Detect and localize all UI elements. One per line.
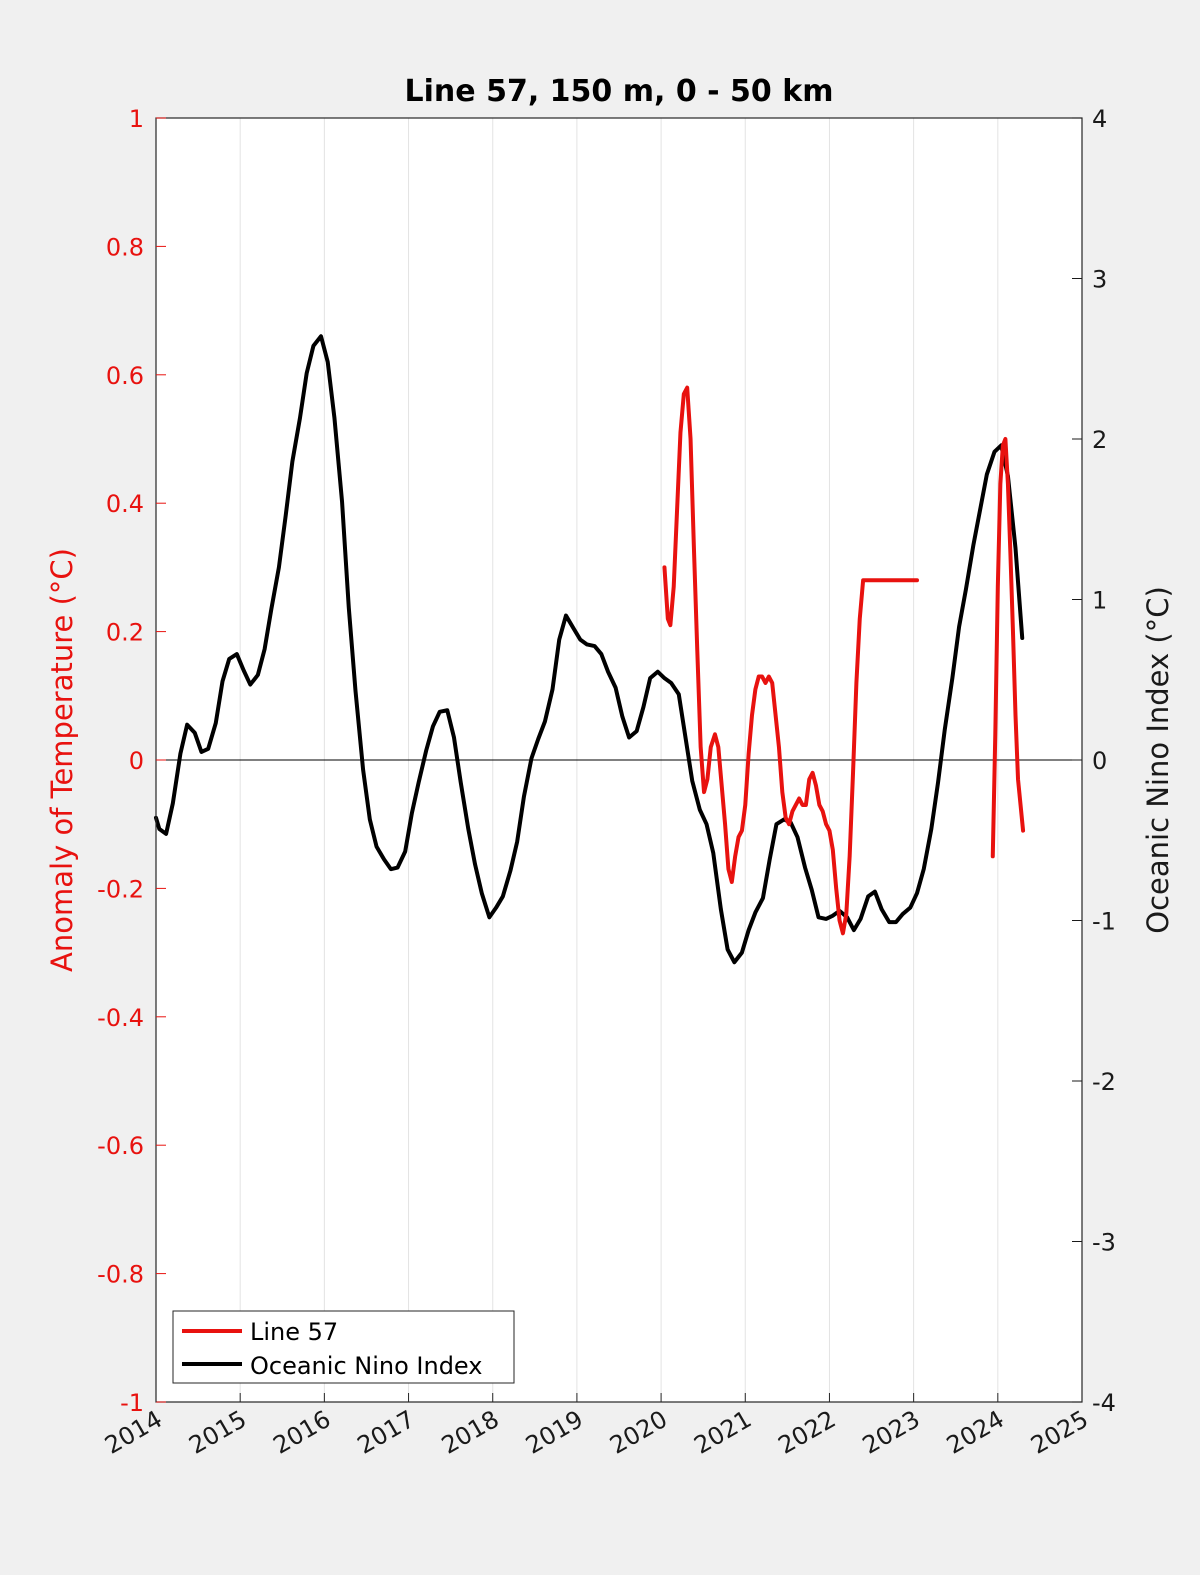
left-tick-label: -0.2 xyxy=(97,875,144,903)
left-tick-label: -0.8 xyxy=(97,1261,144,1289)
left-tick-label: 1 xyxy=(129,105,144,133)
right-y-axis: 4 3 2 1 0 -1 -2 -3 -4 xyxy=(1072,105,1116,1417)
left-tick-label: 0.4 xyxy=(106,490,144,518)
series-line-oceanic-nino-index xyxy=(154,334,1025,965)
right-tick-label: 4 xyxy=(1092,105,1107,133)
right-tick-label: -3 xyxy=(1092,1229,1116,1257)
legend-box xyxy=(172,1310,515,1384)
legend-label-oni: Oceanic Nino Index xyxy=(250,1352,482,1380)
right-tick-label: -4 xyxy=(1092,1389,1116,1417)
right-axis-label: Oceanic Nino Index (°C) xyxy=(1141,586,1175,934)
right-tick-label: -1 xyxy=(1092,908,1116,936)
legend-label-line-57: Line 57 xyxy=(250,1318,338,1346)
left-tick-label: -0.4 xyxy=(97,1004,144,1032)
left-tick-label: 0.2 xyxy=(106,619,144,647)
series-line-line-57-segment-0 xyxy=(662,385,920,936)
series-line-line-57-segment-1 xyxy=(990,437,1026,859)
left-axis-label: Anomaly of Temperature (°C) xyxy=(45,548,79,972)
left-tick-label: 0 xyxy=(129,747,144,775)
right-tick-label: 3 xyxy=(1092,266,1107,294)
left-tick-label: -1 xyxy=(120,1389,144,1417)
left-y-axis: 1 0.8 0.6 0.4 0.2 0 -0.2 -0.4 -0.6 -0.8 -1 xyxy=(97,105,166,1417)
chart-title: Line 57, 150 m, 0 - 50 km xyxy=(405,74,834,109)
left-tick-label: -0.6 xyxy=(97,1132,144,1160)
right-tick-label: 0 xyxy=(1092,747,1107,775)
left-tick-label: 0.8 xyxy=(106,233,144,261)
legend: Line 57 Oceanic Nino Index xyxy=(172,1310,515,1384)
right-tick-label: -2 xyxy=(1092,1068,1116,1096)
right-tick-label: 1 xyxy=(1092,587,1107,615)
series-layer xyxy=(154,334,1026,965)
right-tick-label: 2 xyxy=(1092,426,1107,454)
left-tick-label: 0.6 xyxy=(106,362,144,390)
